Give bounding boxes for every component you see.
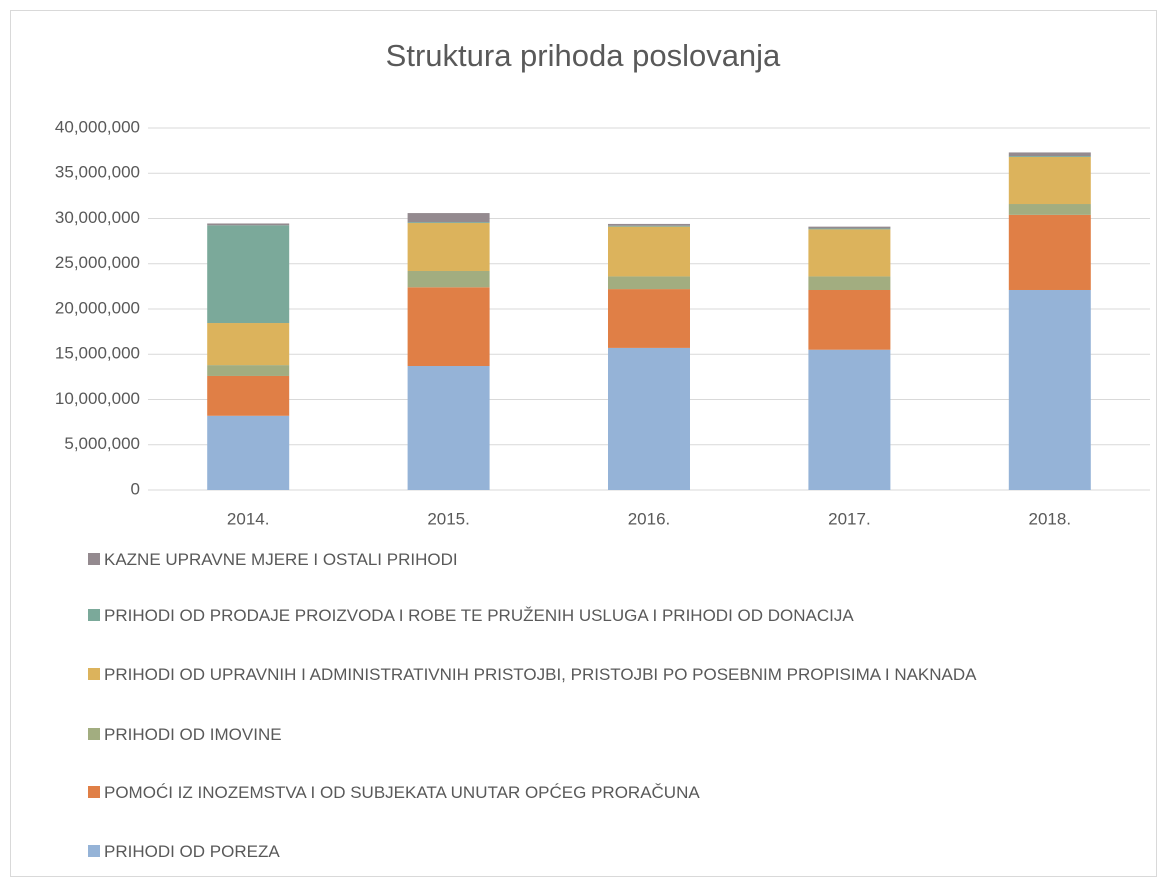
legend-label: KAZNE UPRAVNE MJERE I OSTALI PRIHODI <box>104 550 458 569</box>
x-tick-label: 2018. <box>1029 509 1072 528</box>
legend-item: KAZNE UPRAVNE MJERE I OSTALI PRIHODI <box>88 548 1008 572</box>
bar-segment <box>808 228 891 230</box>
chart-border <box>10 10 1157 877</box>
bar-segment <box>608 289 690 348</box>
bar-segment <box>608 347 690 490</box>
bar-segment <box>1008 289 1091 490</box>
bar-segment <box>407 287 490 367</box>
y-tick-label: 30,000,000 <box>55 208 140 227</box>
bar-segment <box>207 415 290 490</box>
bar-segment <box>1008 156 1091 157</box>
legend-item: PRIHODI OD UPRAVNIH I ADMINISTRATIVNIH P… <box>88 663 1008 687</box>
chart-title: Struktura prihoda poslovanja <box>386 38 781 73</box>
y-tick-label: 35,000,000 <box>55 163 140 182</box>
legend-item: PRIHODI OD POREZA <box>88 840 1008 864</box>
bar-segment <box>608 223 690 226</box>
bar-segment <box>608 276 690 290</box>
bar-segment <box>1008 204 1091 215</box>
bar-segment <box>407 222 490 224</box>
bar-segment <box>407 213 490 223</box>
bar-segment <box>207 225 290 324</box>
bar-segment <box>1008 156 1091 205</box>
bar-segment <box>608 225 690 227</box>
x-tick-label: 2016. <box>628 509 671 528</box>
legend-swatch <box>88 728 100 740</box>
bar-segment <box>1008 214 1091 290</box>
legend-swatch <box>88 845 100 857</box>
legend-swatch <box>88 668 100 680</box>
y-tick-label: 20,000,000 <box>55 298 140 317</box>
y-tick-label: 40,000,000 <box>55 117 140 136</box>
legend-item: PRIHODI OD IMOVINE <box>88 723 1008 747</box>
legend-item: PRIHODI OD PRODAJE PROIZVODA I ROBE TE P… <box>88 604 1008 628</box>
legend-swatch <box>88 609 100 621</box>
bar-segment <box>407 366 490 490</box>
legend-label: POMOĆI IZ INOZEMSTVA I OD SUBJEKATA UNUT… <box>104 783 700 802</box>
y-tick-label: 5,000,000 <box>64 434 140 453</box>
bar-segment <box>407 223 490 271</box>
bar-segment <box>407 270 490 288</box>
y-tick-label: 15,000,000 <box>55 344 140 363</box>
x-tick-label: 2014. <box>227 509 270 528</box>
x-tick-label: 2017. <box>828 509 871 528</box>
legend-label: PRIHODI OD UPRAVNIH I ADMINISTRATIVNIH P… <box>104 665 977 684</box>
bar-segment <box>1008 152 1091 157</box>
legend-item: POMOĆI IZ INOZEMSTVA I OD SUBJEKATA UNUT… <box>88 781 1008 805</box>
bar-segment <box>207 375 290 416</box>
legend-label: PRIHODI OD IMOVINE <box>104 725 282 744</box>
y-tick-label: 10,000,000 <box>55 389 140 408</box>
y-tick-label: 25,000,000 <box>55 253 140 272</box>
bar-segment <box>808 276 891 290</box>
bar-segment <box>808 229 891 277</box>
bar-segment <box>808 226 891 229</box>
legend-swatch <box>88 553 100 565</box>
legend-swatch <box>88 786 100 798</box>
legend-label: PRIHODI OD POREZA <box>104 842 280 861</box>
y-tick-label: 0 <box>131 479 140 498</box>
bar-segment <box>808 289 891 350</box>
x-tick-label: 2015. <box>427 509 470 528</box>
legend-label: PRIHODI OD PRODAJE PROIZVODA I ROBE TE P… <box>104 606 854 625</box>
bar-segment <box>207 223 290 226</box>
bar-segment <box>207 365 290 376</box>
bar-segment <box>608 226 690 277</box>
bar-segment <box>808 349 891 490</box>
bar-segment <box>207 323 290 366</box>
